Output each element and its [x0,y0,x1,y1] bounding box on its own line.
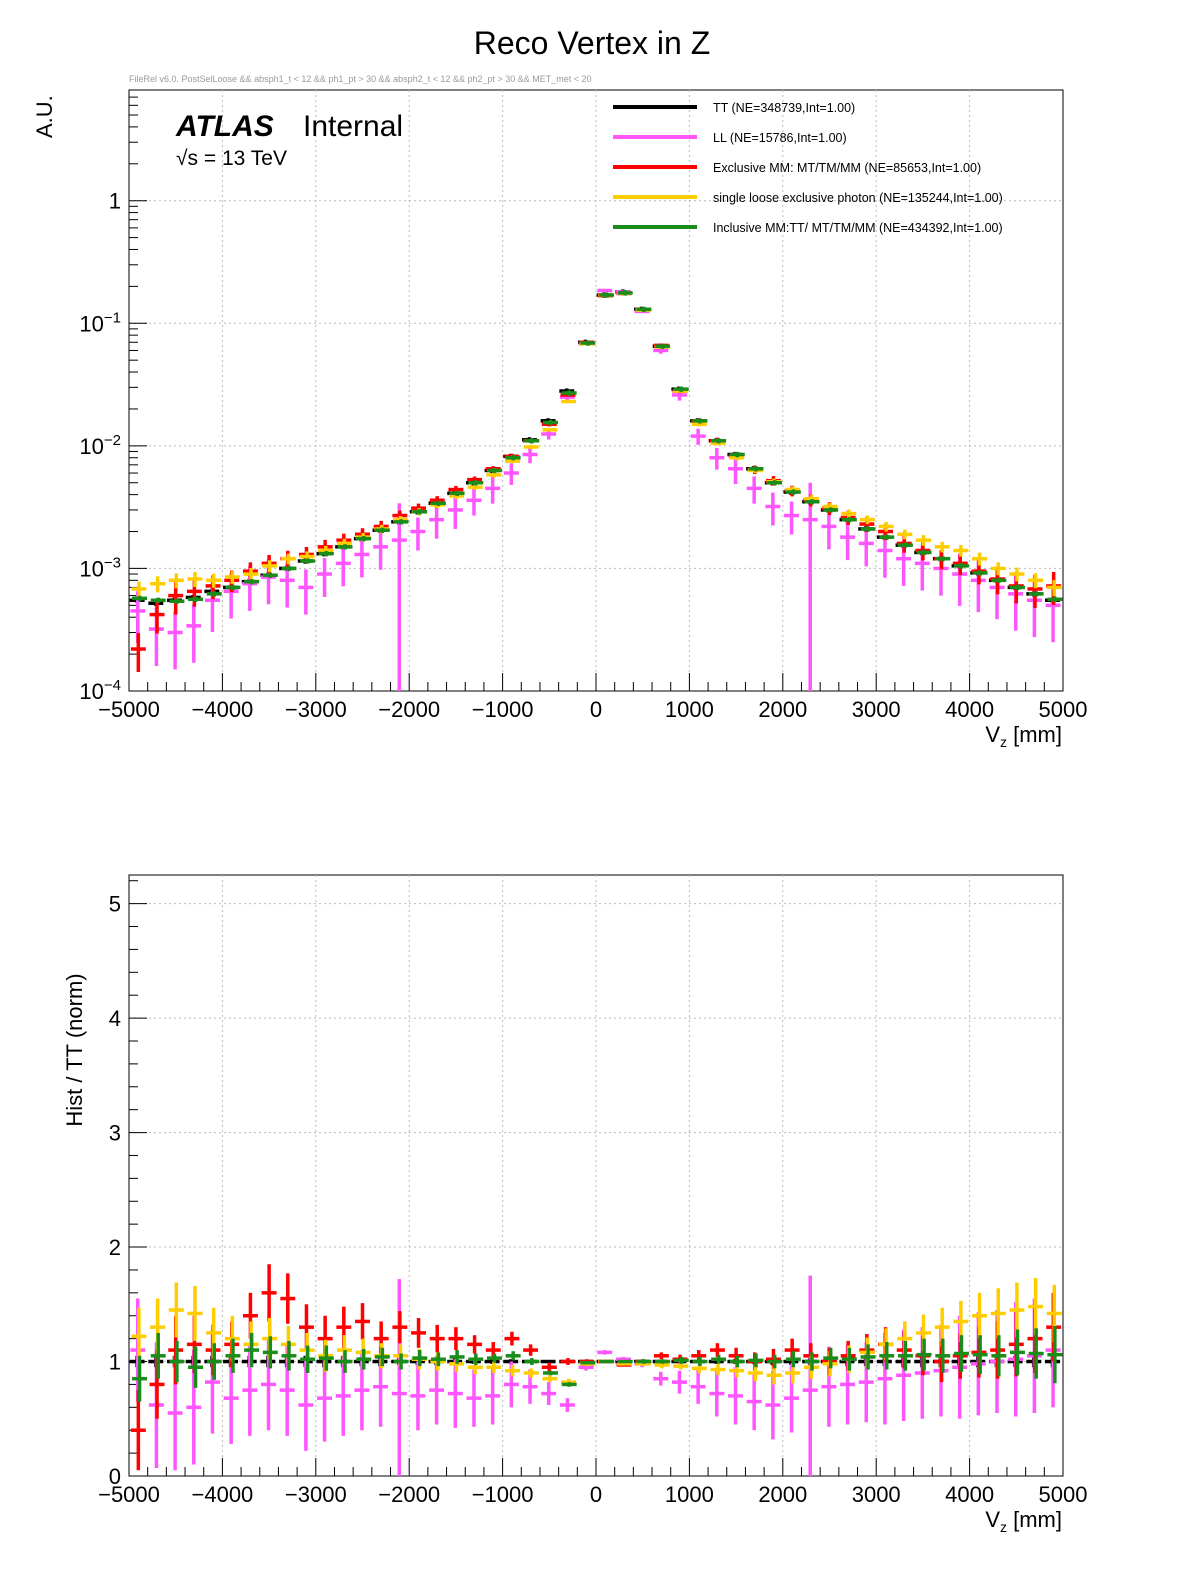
bottom-xtick-label: 4000 [945,1482,994,1507]
bottom-xtick-label: −3000 [285,1482,347,1507]
top-series-4 [132,290,1063,604]
bottom-ticks [128,880,1064,1477]
top-labels: −5000 −4000 −3000 −2000 −1000 0 1000 2000 3000 40… [79,189,1087,722]
legend-entry: TT (NE=348739,Int=1.00) [713,101,855,115]
top-xtick-label: −2000 [378,697,440,722]
bottom-xtick-label: −2000 [378,1482,440,1507]
bottom-xtick-label: 2000 [758,1482,807,1507]
bottom-ylabel: Hist / TT (norm) [62,973,87,1126]
bottom-grid [129,875,1063,1476]
bottom-xtick-label: −4000 [192,1482,254,1507]
top-ytick-label: 10−3 [79,554,121,581]
bottom-xlabel: Vz [mm] [985,1507,1062,1535]
legend-entry: LL (NE=15786,Int=1.00) [713,131,847,145]
top-xtick-label: 4000 [945,697,994,722]
bottom-ytick-label: 5 [109,892,121,917]
chart-title: Reco Vertex in Z [474,25,711,61]
top-xtick-label: −3000 [285,697,347,722]
legend-entry: Inclusive MM:TT/ MT/TM/MM (NE=434392,Int… [713,221,1003,235]
legend-entry: single loose exclusive photon (NE=135244… [713,191,1003,205]
bottom-xtick-label: 5000 [1039,1482,1088,1507]
bottom-xtick-label: 3000 [852,1482,901,1507]
bottom-ytick-label: 1 [109,1350,121,1375]
top-xlabel: Vz [mm] [985,722,1062,750]
top-ytick-label: 1 [109,189,121,214]
top-xtick-label: −5000 [98,697,160,722]
top-ytick-label: 10−4 [79,677,121,704]
top-ylabel: A.U. [32,95,57,138]
bottom-ytick-label: 2 [109,1235,121,1260]
top-xtick-label: 1000 [665,697,714,722]
top-series [129,288,1063,691]
internal-label: Internal [303,110,403,143]
bottom-ytick-label: 3 [109,1121,121,1146]
top-xtick-label: −4000 [192,697,254,722]
bottom-labels: −5000 −4000 −3000 −2000 −1000 0 1000 2000 3000 40… [98,892,1087,1507]
energy-label: √s = 13 TeV [176,147,287,170]
top-xtick-label: 0 [590,697,602,722]
top-xtick-label: −1000 [472,697,534,722]
top-ytick-label: 10−1 [79,309,121,336]
top-xtick-label: 3000 [852,697,901,722]
bottom-ytick-label: 0 [109,1464,121,1489]
bottom-panel: −5000 −4000 −3000 −2000 −1000 0 1000 2000 3000 40… [98,874,1087,1507]
top-series-1 [130,288,1061,691]
bottom-xtick-label: −5000 [98,1482,160,1507]
bottom-xtick-label: 0 [590,1482,602,1507]
legend-entry: Exclusive MM: MT/TM/MM (NE=85653,Int=1.0… [713,161,981,175]
top-xtick-label: 5000 [1039,697,1088,722]
bottom-series [129,1264,1063,1476]
atlas-label: ATLAS [175,110,274,143]
top-panel: −5000 −4000 −3000 −2000 −1000 0 1000 2000 3000 40… [79,89,1087,722]
legend: TT (NE=348739,Int=1.00) LL (NE=15786,Int=… [613,101,1003,235]
top-xtick-label: 2000 [758,697,807,722]
bottom-xtick-label: 1000 [665,1482,714,1507]
cut-text: FileRel v6.0. PostSelLoose && absph1_t <… [129,74,592,84]
bottom-ytick-label: 4 [109,1006,121,1031]
bottom-xtick-label: −1000 [472,1482,534,1507]
top-ytick-label: 10−2 [79,432,121,459]
bottom-series-4 [132,1326,1063,1402]
